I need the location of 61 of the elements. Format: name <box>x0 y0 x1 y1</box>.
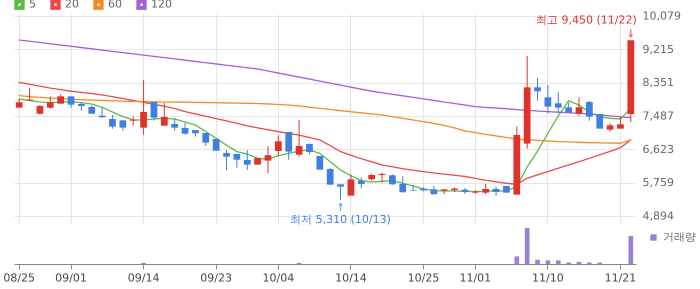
x-tick-label: 10/25 <box>408 272 440 284</box>
y-tick-label: 10,079 <box>642 10 681 23</box>
candlestick <box>130 116 137 126</box>
candlestick <box>389 174 396 186</box>
x-tick-label: 10/14 <box>335 272 367 284</box>
candlestick <box>285 132 292 160</box>
bar <box>628 236 634 264</box>
candlestick <box>358 176 365 189</box>
candlestick <box>576 96 582 116</box>
line-series <box>18 39 632 118</box>
candlestick <box>160 102 168 126</box>
candlestick <box>26 87 33 102</box>
candlestick <box>264 146 272 174</box>
candlestick <box>534 77 541 102</box>
x-tick-label: 10/04 <box>262 272 294 284</box>
candlestick <box>140 80 147 136</box>
candlestick <box>482 183 490 195</box>
candlestick <box>296 120 302 158</box>
x-tick-label: 11/10 <box>532 272 564 284</box>
candlestick <box>586 100 593 122</box>
candlestick <box>274 134 282 156</box>
line-series <box>18 95 632 144</box>
x-tick-label: 09/01 <box>55 272 87 284</box>
annotation: 최저 5,310 (10/13) <box>290 212 391 226</box>
candlestick <box>244 149 251 170</box>
x-tick-label: 09/14 <box>128 272 160 284</box>
y-tick-label: 4,894 <box>642 210 674 223</box>
candlestick <box>348 174 354 196</box>
candlestick <box>46 96 54 110</box>
candlestick <box>150 101 158 122</box>
candlestick <box>326 167 334 186</box>
y-tick-label: 8,351 <box>642 76 674 90</box>
bar <box>535 260 540 264</box>
candlestick <box>171 117 178 132</box>
bar <box>514 256 520 264</box>
candlestick <box>378 172 386 184</box>
annotation: 최고 9,450 (11/22) <box>536 13 637 26</box>
candlestick <box>544 84 552 114</box>
candlestick <box>399 175 406 193</box>
y-tick-label: 5,759 <box>642 176 674 190</box>
y-tick-label: 6,623 <box>642 142 674 156</box>
candlestick <box>223 149 230 170</box>
x-tick-label: 11/21 <box>604 272 636 284</box>
candlestick <box>234 153 240 168</box>
bar <box>524 228 530 264</box>
bar <box>556 260 561 264</box>
y-tick-label: 7,487 <box>642 109 674 122</box>
bar <box>546 260 550 264</box>
candlestick <box>98 106 106 118</box>
candlestick <box>202 132 210 146</box>
candlestick <box>182 122 188 136</box>
legend-label: 거래량 <box>663 230 696 244</box>
candlestick <box>306 142 313 155</box>
candlestick <box>109 114 116 130</box>
candlestick <box>36 104 44 116</box>
x-tick-label: 11/01 <box>459 272 492 284</box>
y-tick-label: 9,215 <box>642 42 674 56</box>
line-series <box>18 82 632 185</box>
x-tick-label: 09/23 <box>200 272 232 284</box>
legend-label: 5 <box>29 0 36 11</box>
x-tick-label: 08/25 <box>3 272 36 284</box>
